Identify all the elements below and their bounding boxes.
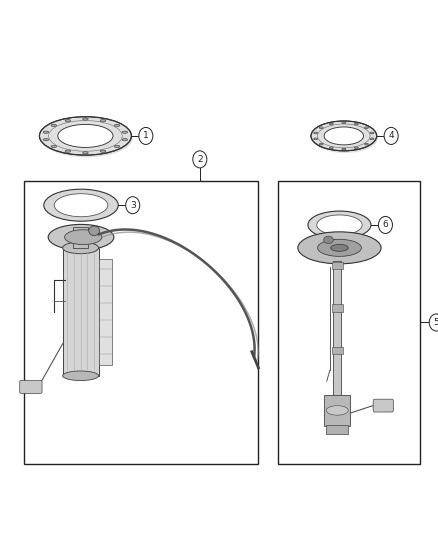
Ellipse shape xyxy=(65,119,71,122)
Bar xyxy=(332,304,343,312)
Ellipse shape xyxy=(48,224,114,250)
Ellipse shape xyxy=(88,226,99,236)
Ellipse shape xyxy=(39,117,131,155)
Text: 2: 2 xyxy=(197,155,203,164)
Ellipse shape xyxy=(354,147,358,149)
Circle shape xyxy=(126,197,140,214)
Ellipse shape xyxy=(370,132,374,134)
Ellipse shape xyxy=(51,124,57,126)
Ellipse shape xyxy=(122,139,127,141)
Text: #404040: #404040 xyxy=(216,511,222,512)
Bar xyxy=(99,259,112,365)
Ellipse shape xyxy=(114,124,120,126)
Bar xyxy=(332,262,343,269)
Ellipse shape xyxy=(83,118,88,120)
Ellipse shape xyxy=(65,150,71,152)
Bar xyxy=(63,248,99,376)
Ellipse shape xyxy=(51,146,57,148)
Ellipse shape xyxy=(329,147,333,149)
Ellipse shape xyxy=(114,146,120,148)
Ellipse shape xyxy=(324,236,333,244)
Ellipse shape xyxy=(364,143,368,145)
Ellipse shape xyxy=(318,239,361,256)
Text: 3: 3 xyxy=(130,201,136,209)
FancyBboxPatch shape xyxy=(20,381,42,393)
Ellipse shape xyxy=(311,121,377,151)
Ellipse shape xyxy=(317,215,362,235)
Ellipse shape xyxy=(364,127,368,128)
Bar xyxy=(278,181,420,464)
Circle shape xyxy=(384,127,398,144)
Ellipse shape xyxy=(100,119,106,122)
Ellipse shape xyxy=(43,131,49,133)
Ellipse shape xyxy=(370,138,374,140)
Ellipse shape xyxy=(319,143,323,145)
Bar xyxy=(333,261,341,397)
Circle shape xyxy=(193,151,207,168)
Bar xyxy=(332,347,343,354)
Ellipse shape xyxy=(312,123,378,153)
Ellipse shape xyxy=(342,122,346,124)
Ellipse shape xyxy=(308,211,371,239)
Bar xyxy=(73,227,88,248)
Text: 5: 5 xyxy=(433,318,438,327)
Ellipse shape xyxy=(64,230,102,245)
Ellipse shape xyxy=(354,123,358,125)
Ellipse shape xyxy=(44,189,118,221)
Ellipse shape xyxy=(100,150,106,152)
Ellipse shape xyxy=(63,371,99,381)
Ellipse shape xyxy=(314,138,318,140)
Ellipse shape xyxy=(63,242,99,254)
Ellipse shape xyxy=(329,123,333,125)
Bar xyxy=(326,425,348,434)
Circle shape xyxy=(378,216,392,233)
Ellipse shape xyxy=(41,119,133,157)
Circle shape xyxy=(429,314,438,331)
Text: 1: 1 xyxy=(143,132,149,140)
Ellipse shape xyxy=(326,406,348,415)
Bar xyxy=(24,181,258,464)
Circle shape xyxy=(139,127,153,144)
Text: 4: 4 xyxy=(389,132,394,140)
Ellipse shape xyxy=(54,193,108,217)
Ellipse shape xyxy=(83,152,88,154)
Ellipse shape xyxy=(58,124,113,148)
FancyBboxPatch shape xyxy=(373,399,393,412)
Bar xyxy=(324,395,350,426)
Ellipse shape xyxy=(319,127,323,128)
Ellipse shape xyxy=(43,139,49,141)
Ellipse shape xyxy=(314,132,318,134)
Ellipse shape xyxy=(122,131,127,133)
Ellipse shape xyxy=(298,232,381,264)
Text: 6: 6 xyxy=(382,221,389,229)
Ellipse shape xyxy=(324,127,364,145)
Ellipse shape xyxy=(331,244,348,251)
Ellipse shape xyxy=(342,148,346,150)
